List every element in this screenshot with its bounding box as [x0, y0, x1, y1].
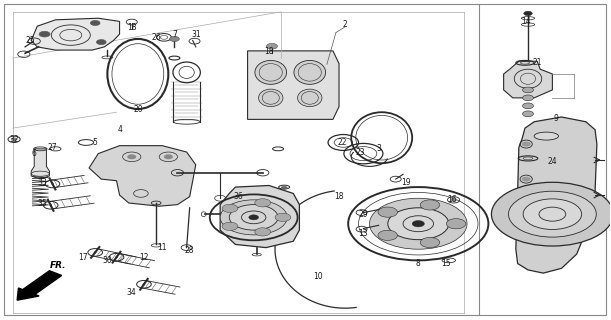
- Text: 18: 18: [264, 47, 274, 56]
- Text: 14: 14: [521, 17, 531, 26]
- Circle shape: [522, 95, 533, 101]
- FancyArrow shape: [17, 271, 62, 300]
- Text: 18: 18: [127, 23, 136, 32]
- Polygon shape: [31, 149, 49, 179]
- Circle shape: [90, 20, 100, 26]
- Text: 10: 10: [313, 272, 323, 281]
- Ellipse shape: [534, 132, 558, 140]
- Circle shape: [522, 142, 530, 146]
- Circle shape: [491, 182, 611, 246]
- Polygon shape: [247, 51, 339, 119]
- Text: 25: 25: [25, 36, 35, 45]
- Circle shape: [446, 219, 466, 229]
- Ellipse shape: [258, 89, 283, 107]
- Text: 8: 8: [416, 259, 420, 268]
- Circle shape: [222, 222, 238, 230]
- Circle shape: [523, 199, 582, 229]
- Circle shape: [522, 177, 530, 181]
- Text: 32: 32: [9, 135, 19, 144]
- Text: 11: 11: [158, 243, 167, 252]
- Text: 16: 16: [447, 195, 456, 204]
- Ellipse shape: [298, 89, 322, 107]
- Text: 30: 30: [103, 256, 112, 265]
- Circle shape: [275, 213, 291, 221]
- Circle shape: [450, 198, 456, 201]
- Polygon shape: [516, 117, 597, 273]
- Circle shape: [255, 228, 271, 236]
- Text: 31: 31: [191, 30, 200, 39]
- Circle shape: [420, 200, 440, 210]
- Circle shape: [249, 215, 258, 220]
- Ellipse shape: [255, 60, 287, 84]
- Text: 26: 26: [152, 33, 161, 42]
- Polygon shape: [503, 61, 552, 98]
- Text: 17: 17: [78, 253, 88, 262]
- Text: 23: 23: [356, 148, 365, 156]
- Text: 36: 36: [233, 192, 243, 201]
- Text: 7: 7: [172, 30, 177, 39]
- Text: 29: 29: [359, 210, 368, 219]
- Polygon shape: [220, 186, 299, 248]
- Circle shape: [388, 208, 448, 240]
- Text: 12: 12: [139, 253, 148, 262]
- Circle shape: [281, 186, 287, 189]
- Text: 24: 24: [547, 157, 557, 166]
- Text: 20: 20: [133, 105, 143, 114]
- Text: FR.: FR.: [49, 261, 66, 270]
- FancyBboxPatch shape: [4, 4, 606, 315]
- Text: 13: 13: [359, 229, 368, 238]
- Text: 15: 15: [441, 259, 450, 268]
- Circle shape: [266, 44, 277, 49]
- Text: 18: 18: [334, 192, 344, 201]
- Circle shape: [370, 198, 467, 249]
- Circle shape: [412, 220, 425, 227]
- Circle shape: [97, 40, 106, 45]
- Circle shape: [508, 191, 596, 237]
- Polygon shape: [89, 146, 196, 206]
- Circle shape: [378, 207, 397, 217]
- Circle shape: [229, 204, 278, 230]
- Text: 3: 3: [376, 144, 381, 153]
- Circle shape: [39, 31, 50, 37]
- Polygon shape: [31, 18, 120, 50]
- Text: 28: 28: [185, 246, 194, 255]
- Text: 5: 5: [93, 138, 98, 147]
- Text: 9: 9: [553, 114, 558, 123]
- Circle shape: [524, 11, 532, 16]
- Text: 22: 22: [337, 138, 347, 147]
- Text: 35: 35: [37, 198, 47, 207]
- Text: 33: 33: [37, 178, 47, 187]
- Circle shape: [222, 204, 238, 212]
- Text: 4: 4: [117, 125, 122, 134]
- Circle shape: [170, 36, 179, 42]
- Text: 21: 21: [532, 58, 542, 67]
- Circle shape: [522, 87, 533, 93]
- Circle shape: [128, 155, 136, 159]
- Text: 27: 27: [48, 143, 57, 152]
- Text: 6: 6: [32, 149, 37, 158]
- Ellipse shape: [294, 60, 326, 84]
- Text: 34: 34: [127, 288, 137, 297]
- Circle shape: [220, 200, 287, 235]
- Circle shape: [522, 103, 533, 109]
- Circle shape: [378, 230, 397, 240]
- Text: 2: 2: [343, 20, 348, 29]
- Text: 19: 19: [401, 178, 411, 187]
- Circle shape: [420, 237, 440, 248]
- Circle shape: [164, 155, 172, 159]
- Circle shape: [255, 199, 271, 207]
- Circle shape: [522, 111, 533, 117]
- Circle shape: [11, 138, 17, 141]
